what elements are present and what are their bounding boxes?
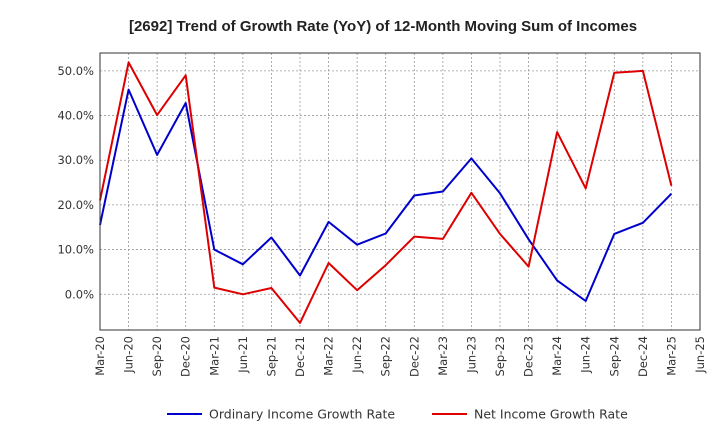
x-tick-label: Mar-21 xyxy=(207,336,221,376)
x-tick-label: Sep-22 xyxy=(379,336,393,376)
y-tick-label: 50.0% xyxy=(57,64,94,78)
grid-lines xyxy=(100,53,700,330)
x-tick-label: Jun-25 xyxy=(693,336,707,374)
y-tick-label: 40.0% xyxy=(57,109,94,123)
legend-label: Ordinary Income Growth Rate xyxy=(209,407,395,422)
y-tick-label: 0.0% xyxy=(65,287,94,301)
x-axis-tick-labels: Mar-20 Jun-20 Sep-20 Dec-20 Mar-21 Jun-21 Sep-… xyxy=(93,336,707,377)
x-tick-label: Jun-22 xyxy=(350,336,364,374)
x-tick-label: Sep-23 xyxy=(493,336,507,376)
y-tick-label: 30.0% xyxy=(57,153,94,167)
y-tick-label: 20.0% xyxy=(57,198,94,212)
x-tick-label: Mar-24 xyxy=(550,336,564,376)
chart-title: [2692] Trend of Growth Rate (YoY) of 12-… xyxy=(129,18,637,35)
x-tick-label: Dec-24 xyxy=(636,336,650,377)
y-tick-label: 10.0% xyxy=(57,243,94,257)
legend: Ordinary Income Growth Rate Net Income Gr… xyxy=(167,407,628,422)
y-axis-tick-labels: 0.0% 10.0% 20.0% 30.0% 40.0% 50.0% xyxy=(57,64,94,301)
x-tick-label: Mar-25 xyxy=(664,336,678,376)
x-tick-label: Mar-20 xyxy=(93,336,107,376)
x-tick-label: Jun-23 xyxy=(464,336,478,374)
x-tick-label: Mar-23 xyxy=(436,336,450,376)
series-lines xyxy=(99,61,673,324)
series-line xyxy=(99,61,673,324)
x-tick-label: Sep-20 xyxy=(150,336,164,376)
x-tick-label: Jun-24 xyxy=(579,336,593,374)
x-tick-label: Dec-21 xyxy=(293,336,307,377)
plot-area-frame xyxy=(99,52,701,331)
legend-label: Net Income Growth Rate xyxy=(474,407,628,422)
x-tick-label: Mar-22 xyxy=(322,336,336,376)
x-tick-label: Sep-24 xyxy=(607,336,621,376)
x-tick-label: Dec-23 xyxy=(522,336,536,377)
x-tick-label: Jun-20 xyxy=(122,336,136,374)
x-tick-label: Jun-21 xyxy=(236,336,250,374)
x-tick-label: Sep-21 xyxy=(264,336,278,376)
x-tick-label: Dec-22 xyxy=(407,336,421,377)
x-tick-label: Dec-20 xyxy=(179,336,193,377)
